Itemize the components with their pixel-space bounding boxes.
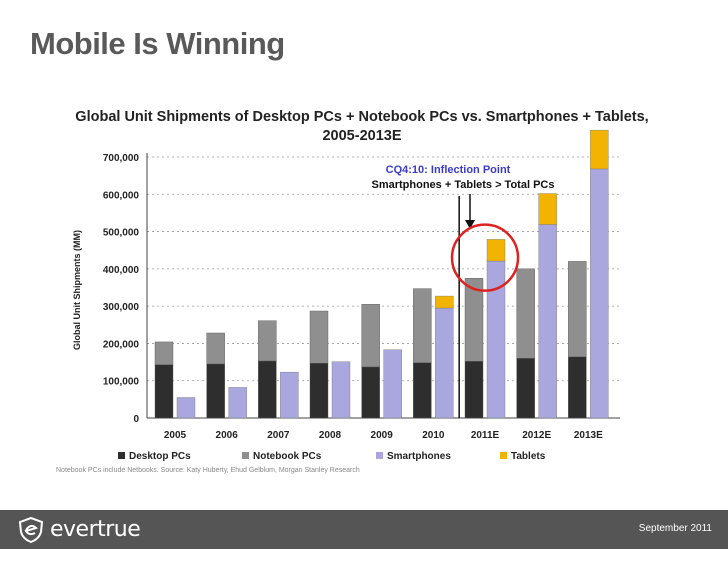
bar-desktop-pcs — [516, 358, 535, 419]
y-tick-label: 500,000 — [103, 228, 140, 239]
y-tick-label: 100,000 — [103, 377, 140, 388]
bar-smartphones — [383, 349, 402, 419]
chart-title: Global Unit Shipments of Desktop PCs + N… — [75, 109, 649, 144]
bar-tablets — [538, 193, 557, 225]
legend-swatch — [500, 452, 507, 459]
bar-tablets — [435, 295, 454, 309]
bar-notebook-pcs — [464, 277, 484, 362]
y-axis-label: Global Unit Shipments (MM) — [72, 230, 82, 350]
x-tick-label: 2010 — [422, 430, 445, 441]
y-tick-label: 600,000 — [103, 190, 140, 201]
legend-label: Tablets — [511, 451, 546, 462]
legend-swatch — [376, 452, 383, 459]
y-tick-label: 200,000 — [103, 339, 140, 350]
legend-swatch — [118, 452, 125, 459]
bar-desktop-pcs — [309, 362, 329, 419]
annotation-line-2: Smartphones + Tablets > Total PCs — [372, 179, 555, 191]
x-tick-label: 2009 — [371, 430, 394, 441]
x-tick-label: 2006 — [216, 430, 239, 441]
x-tick-label: 2013E — [574, 430, 603, 441]
bar-desktop-pcs — [568, 356, 587, 419]
annotation-line-1: CQ4:10: Inflection Point — [386, 164, 511, 176]
logo-text: evertrue — [50, 517, 141, 542]
bar-desktop-pcs — [464, 361, 484, 419]
bar-desktop-pcs — [413, 362, 432, 419]
bar-notebook-pcs — [361, 304, 380, 368]
bar-notebook-pcs — [258, 320, 277, 362]
y-tick-label: 400,000 — [103, 265, 140, 276]
legend-label: Smartphones — [387, 451, 451, 462]
y-tick-label: 0 — [133, 414, 139, 425]
bar-desktop-pcs — [206, 363, 225, 419]
bar-notebook-pcs — [154, 341, 174, 365]
evertrue-logo: evertrue — [18, 514, 141, 545]
bar-notebook-pcs — [516, 268, 535, 359]
bar-smartphones — [435, 307, 454, 419]
bar-smartphones — [228, 387, 247, 419]
legend-swatch — [242, 452, 249, 459]
bar-tablets — [486, 239, 506, 262]
bar-smartphones — [590, 168, 609, 419]
slide-title: Mobile Is Winning — [30, 26, 285, 61]
x-tick-label: 2011E — [471, 430, 500, 441]
highlight-circle — [450, 223, 520, 292]
legend-label: Notebook PCs — [253, 451, 322, 462]
x-tick-label: 2012E — [522, 430, 551, 441]
y-tick-label: 300,000 — [103, 302, 140, 313]
legend-label: Desktop PCs — [129, 451, 191, 462]
footer-date: September 2011 — [638, 523, 712, 534]
bar-desktop-pcs — [361, 366, 380, 419]
bar-smartphones — [538, 224, 557, 419]
bar-smartphones — [176, 397, 196, 419]
bar-desktop-pcs — [258, 360, 277, 419]
bar-desktop-pcs — [154, 364, 174, 419]
x-tick-label: 2008 — [319, 430, 342, 441]
bar-tablets — [590, 129, 609, 170]
evertrue-shield-icon — [18, 516, 44, 543]
bar-notebook-pcs — [206, 332, 225, 365]
bar-notebook-pcs — [413, 288, 432, 364]
footer-bar: evertrue September 2011 — [0, 510, 728, 549]
bar-smartphones — [331, 361, 351, 419]
bar-smartphones — [280, 371, 299, 419]
bar-notebook-pcs — [309, 310, 329, 364]
x-tick-label: 2005 — [164, 430, 187, 441]
chart-footnote: Notebook PCs include Netbooks. Source: K… — [56, 467, 360, 474]
bar-notebook-pcs — [568, 261, 587, 358]
x-tick-label: 2007 — [267, 430, 290, 441]
y-tick-label: 700,000 — [103, 153, 140, 164]
annotation-arrowhead — [465, 220, 475, 229]
